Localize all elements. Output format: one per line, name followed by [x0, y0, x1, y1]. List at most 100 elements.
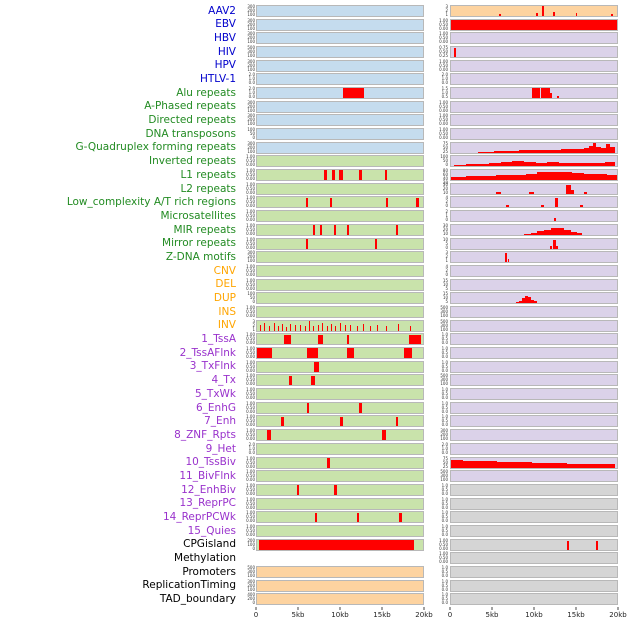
data-bar: [525, 174, 538, 181]
y-axis-ticks-right: 1.0 0.5 0.0: [424, 593, 450, 605]
y-axis-tick-label: 100: [247, 66, 255, 72]
track-panel-right: [450, 251, 618, 264]
track-rows-container: AAV2 300 200 100 3 2 1 EBV 300 200 100 1.00 0.50 0.00…: [4, 4, 630, 606]
y-axis-tick-label: 1.00: [439, 58, 448, 64]
data-bar: [305, 238, 309, 249]
y-axis-tick-label: 0.50: [246, 527, 255, 533]
track-label: DNA transposons: [145, 127, 236, 140]
y-axis-tick-label: 0.00: [246, 395, 255, 401]
y-axis-tick-label: 0.0: [441, 518, 448, 524]
data-bar: [306, 348, 318, 359]
track-panel-right: [450, 182, 618, 195]
y-axis-tick-label: 10: [442, 230, 448, 236]
track-panel-right: [450, 4, 618, 17]
track-label: L2 repeats: [180, 182, 236, 195]
data-bar: [359, 170, 362, 181]
data-bar: [331, 170, 335, 181]
y-axis-tick-label: 1.0: [441, 89, 448, 95]
data-bar: [530, 232, 538, 235]
track-panel-left: [256, 456, 424, 469]
track-label: G-Quadruplex forming repeats: [75, 141, 236, 154]
data-bar: [554, 198, 559, 208]
y-axis-tick-label: 100: [247, 121, 255, 127]
data-bar: [601, 147, 607, 153]
track-panel-right: [450, 45, 618, 58]
data-bar: [567, 463, 579, 468]
data-bar: [300, 324, 302, 331]
y-axis-tick-label: 2: [445, 199, 448, 205]
y-axis-tick-label: 5: [445, 285, 448, 291]
y-axis-tick-label: 2.0: [248, 72, 255, 78]
data-bar: [521, 298, 525, 304]
data-bar: [549, 246, 553, 249]
y-axis-tick-label: 100: [247, 573, 255, 579]
y-axis-tick-label: 50: [442, 459, 448, 465]
y-axis-tick-label: 50: [249, 131, 255, 137]
y-axis-tick-label: 1.0: [441, 578, 448, 584]
y-axis-tick-label: 2.0: [248, 441, 255, 447]
y-axis-tick-label: 100: [440, 312, 448, 318]
y-axis-ticks-left: 1.00 0.50 0.00: [241, 223, 256, 236]
track-row: 13_ReprPC 1.00 0.50 0.00 1.0 0.5 0.0: [4, 497, 630, 511]
y-axis-ticks-right: 2.0 1.0 0.0: [424, 73, 450, 85]
data-bar: [314, 362, 320, 372]
y-axis-ticks-right: 1.00 0.50 0.00: [424, 128, 450, 140]
x-axis-tick-label: 10kb: [331, 611, 349, 620]
y-axis-ticks-right: 1.0 0.5 0.0: [424, 483, 450, 496]
y-axis-tick-label: 50: [442, 158, 448, 164]
track-panel-left: [256, 100, 424, 113]
track-panel-left: [256, 264, 424, 277]
y-axis-tick-label: 15: [442, 277, 448, 283]
axis-spacer-labels: [4, 607, 241, 623]
data-bar: [505, 205, 510, 208]
y-axis-ticks-right: 1.00 0.50 0.00: [424, 114, 450, 126]
y-axis-ticks-right: 1.0 0.5 0.0: [424, 497, 450, 510]
track-panel-right: [450, 210, 618, 223]
y-axis-ticks-right: 500 300 100: [424, 470, 450, 482]
y-axis-tick-label: 0.50: [246, 158, 255, 164]
track-panel-right: [450, 73, 618, 86]
y-axis-tick-label: 20: [442, 226, 448, 232]
data-bar: [465, 176, 481, 181]
data-bar: [330, 324, 332, 331]
data-bar: [374, 238, 378, 249]
y-axis-tick-label: 0.50: [246, 336, 255, 342]
y-axis-tick-label: 1.0: [441, 510, 448, 516]
x-axis-tick-mark: [255, 607, 257, 611]
track-row: 7_Enh 1.00 0.50 0.00 1.0 0.5 0.0: [4, 415, 630, 429]
track-panel-left: [256, 4, 424, 17]
data-bar: [340, 416, 344, 427]
data-bar: [395, 416, 399, 427]
track-label: Microsatellites: [160, 209, 236, 222]
track-panel-right: [450, 483, 618, 496]
y-axis-tick-label: 500: [440, 373, 448, 379]
y-axis-tick-label: 3: [252, 318, 255, 324]
data-bar: [504, 253, 508, 263]
y-axis-tick-label: 0.5: [441, 514, 448, 520]
y-axis-ticks-right: 1.0 0.5 0.0: [424, 388, 450, 400]
y-axis-tick-label: 10: [442, 236, 448, 242]
y-axis-tick-label: 0.00: [246, 162, 255, 168]
data-bar: [454, 165, 466, 167]
data-bar: [588, 146, 593, 153]
y-axis-tick-label: 100: [247, 541, 255, 547]
data-bar: [495, 175, 511, 181]
data-bar: [529, 191, 534, 194]
data-bar: [606, 143, 611, 153]
track-panel-right: [450, 292, 618, 305]
data-bar: [583, 147, 589, 153]
y-axis-ticks-left: 1.00 0.50 0.00: [241, 169, 256, 181]
data-bar: [592, 143, 597, 153]
y-axis-tick-label: 0.00: [439, 121, 448, 127]
track-label: 3_TxFlnk: [189, 360, 236, 373]
track-panel-right: [450, 169, 618, 182]
data-bar: [334, 485, 337, 495]
y-axis-tick-label: 300: [247, 17, 255, 23]
data-bar: [524, 162, 536, 167]
track-panel-left: [256, 552, 424, 564]
data-bar: [485, 461, 498, 468]
data-bar: [268, 326, 270, 331]
y-axis-tick-label: 300: [247, 58, 255, 64]
y-axis-ticks-right: 1.00 0.50 0.00: [424, 58, 450, 72]
data-bar: [403, 348, 413, 359]
